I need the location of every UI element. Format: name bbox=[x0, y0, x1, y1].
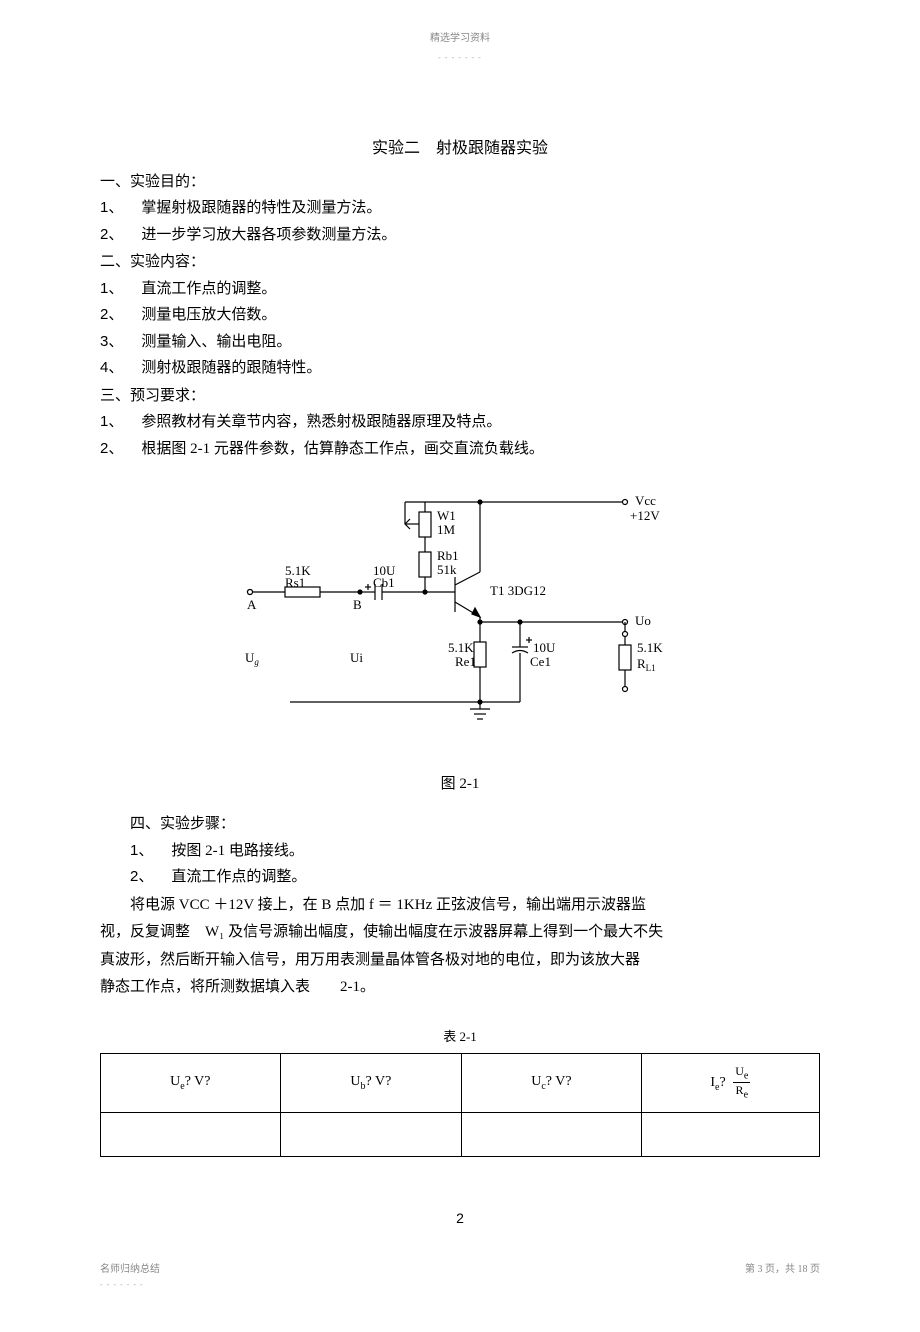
footer-left-text: 名师归纳总结 bbox=[100, 1261, 160, 1278]
s1-item-2: 2、进一步学习放大器各项参数测量方法。 bbox=[100, 222, 820, 249]
table-caption: 表 2-1 bbox=[100, 1026, 820, 1048]
s1-item-1: 1、掌握射极跟随器的特性及测量方法。 bbox=[100, 195, 820, 222]
section-1-heading: 一、实验目的： bbox=[100, 170, 820, 196]
section-4-heading: 四、实验步骤： bbox=[130, 812, 820, 838]
label-re1: Re1 bbox=[455, 654, 476, 669]
label-uo: Uo bbox=[635, 613, 651, 628]
label-cb1: Cb1 bbox=[373, 575, 395, 590]
label-re1v: 5.1K bbox=[448, 640, 474, 655]
s3-item-2: 2、根据图 2-1 元器件参数，估算静态工作点，画交直流负载线。 bbox=[100, 436, 820, 463]
table-data-row bbox=[101, 1112, 820, 1157]
label-12v: +12V bbox=[630, 508, 660, 523]
table-header-ub: Ub? V? bbox=[280, 1053, 461, 1112]
table-cell bbox=[641, 1112, 819, 1157]
section-3-heading: 三、预习要求： bbox=[100, 384, 820, 410]
fraction-icon: Ue Re bbox=[733, 1064, 750, 1102]
s4-para-line-2: 视，反复调整 W₁ 及信号源输出幅度，使输出幅度在示波器屏幕上得到一个最大不失 bbox=[100, 920, 820, 946]
experiment-title: 实验二 射极跟随器实验 bbox=[100, 135, 820, 162]
page-number: 2 bbox=[100, 1207, 820, 1231]
s4-item-1: 1、按图 2-1 电路接线。 bbox=[130, 838, 820, 865]
circuit-diagram: Vcc +12V W1 1M Rb1 51k 5.1K Rs1 10U Cb1 … bbox=[100, 487, 820, 797]
s4-para-line-1: 将电源 VCC ＋12V 接上，在 B 点加 f ＝ 1KHz 正弦波信号，输出… bbox=[100, 893, 820, 919]
label-rb1: Rb1 bbox=[437, 548, 459, 563]
circuit-caption: 图 2-1 bbox=[100, 772, 820, 798]
table-header-ie: Ie? Ue Re bbox=[641, 1053, 819, 1112]
circuit-svg: Vcc +12V W1 1M Rb1 51k 5.1K Rs1 10U Cb1 … bbox=[230, 487, 690, 747]
data-table: Ue? V? Ub? V? Uc? V? Ie? Ue Re bbox=[100, 1053, 820, 1158]
label-rb1v: 51k bbox=[437, 562, 457, 577]
s4-para-line-4: 静态工作点，将所测数据填入表 2-1。 bbox=[100, 975, 820, 1001]
label-rl1v: 5.1K bbox=[637, 640, 663, 655]
s4-para-line-3: 真波形，然后断开输入信号，用万用表测量晶体管各极对地的电位，即为该放大器 bbox=[100, 948, 820, 974]
s2-item-2: 2、测量电压放大倍数。 bbox=[100, 302, 820, 329]
s4-item-2: 2、直流工作点的调整。 bbox=[130, 864, 820, 891]
label-b: B bbox=[353, 597, 362, 612]
label-ug: Ug bbox=[245, 650, 259, 667]
top-header-text: 精选学习资料 bbox=[100, 30, 820, 47]
footer-left-underline: - - - - - - - bbox=[100, 1278, 160, 1292]
section-2-heading: 二、实验内容： bbox=[100, 250, 820, 276]
table-cell bbox=[462, 1112, 642, 1157]
table-header-ue: Ue? V? bbox=[101, 1053, 281, 1112]
table-cell bbox=[101, 1112, 281, 1157]
label-ui: Ui bbox=[350, 650, 363, 665]
label-vcc: Vcc bbox=[635, 493, 656, 508]
s2-item-1: 1、直流工作点的调整。 bbox=[100, 276, 820, 303]
s3-item-1: 1、参照教材有关章节内容，熟悉射极跟随器原理及特点。 bbox=[100, 409, 820, 436]
footer: 名师归纳总结 - - - - - - - 第 3 页，共 18 页 bbox=[100, 1261, 820, 1292]
top-header-underline: - - - - - - - bbox=[100, 51, 820, 65]
s2-item-3: 3、测量输入、输出电阻。 bbox=[100, 329, 820, 356]
label-w1v: 1M bbox=[437, 522, 456, 537]
label-a: A bbox=[247, 597, 257, 612]
footer-right-text: 第 3 页，共 18 页 bbox=[745, 1261, 820, 1292]
table-cell bbox=[280, 1112, 461, 1157]
label-t1: T1 3DG12 bbox=[490, 583, 546, 598]
table-header-row: Ue? V? Ub? V? Uc? V? Ie? Ue Re bbox=[101, 1053, 820, 1112]
label-rl1: RL1 bbox=[637, 656, 656, 673]
table-header-uc: Uc? V? bbox=[462, 1053, 642, 1112]
label-ce1: Ce1 bbox=[530, 654, 551, 669]
label-ce1v: 10U bbox=[533, 640, 556, 655]
label-rs1: Rs1 bbox=[285, 575, 305, 590]
label-w1: W1 bbox=[437, 508, 456, 523]
s2-item-4: 4、测射极跟随器的跟随特性。 bbox=[100, 355, 820, 382]
